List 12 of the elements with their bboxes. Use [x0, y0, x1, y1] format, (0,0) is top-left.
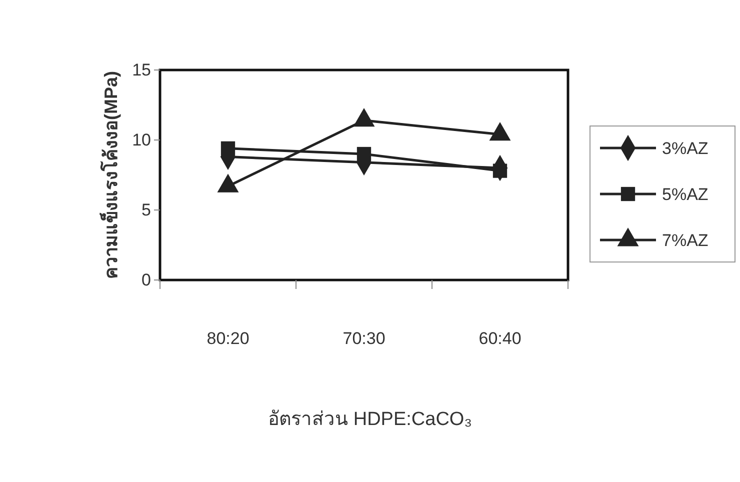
y-tick-label: 15: [132, 60, 151, 80]
y-tick-label: 10: [132, 130, 151, 150]
y-tick-label: 5: [142, 200, 151, 220]
legend-label: 3%AZ: [662, 139, 708, 158]
x-tick-label: 70:30: [342, 329, 386, 348]
x-tick-label: 80:20: [206, 329, 250, 348]
legend-label: 7%AZ: [662, 231, 708, 250]
y-axis-title: ความแข็งแรงโค้งงอ(MPa): [99, 70, 121, 279]
legend-label: 5%AZ: [662, 185, 708, 204]
x-axis-title: อัตราส่วน HDPE:CaCO₃: [268, 409, 472, 430]
x-tick-label: 60:40: [478, 329, 522, 348]
y-tick-label: 0: [142, 270, 151, 290]
